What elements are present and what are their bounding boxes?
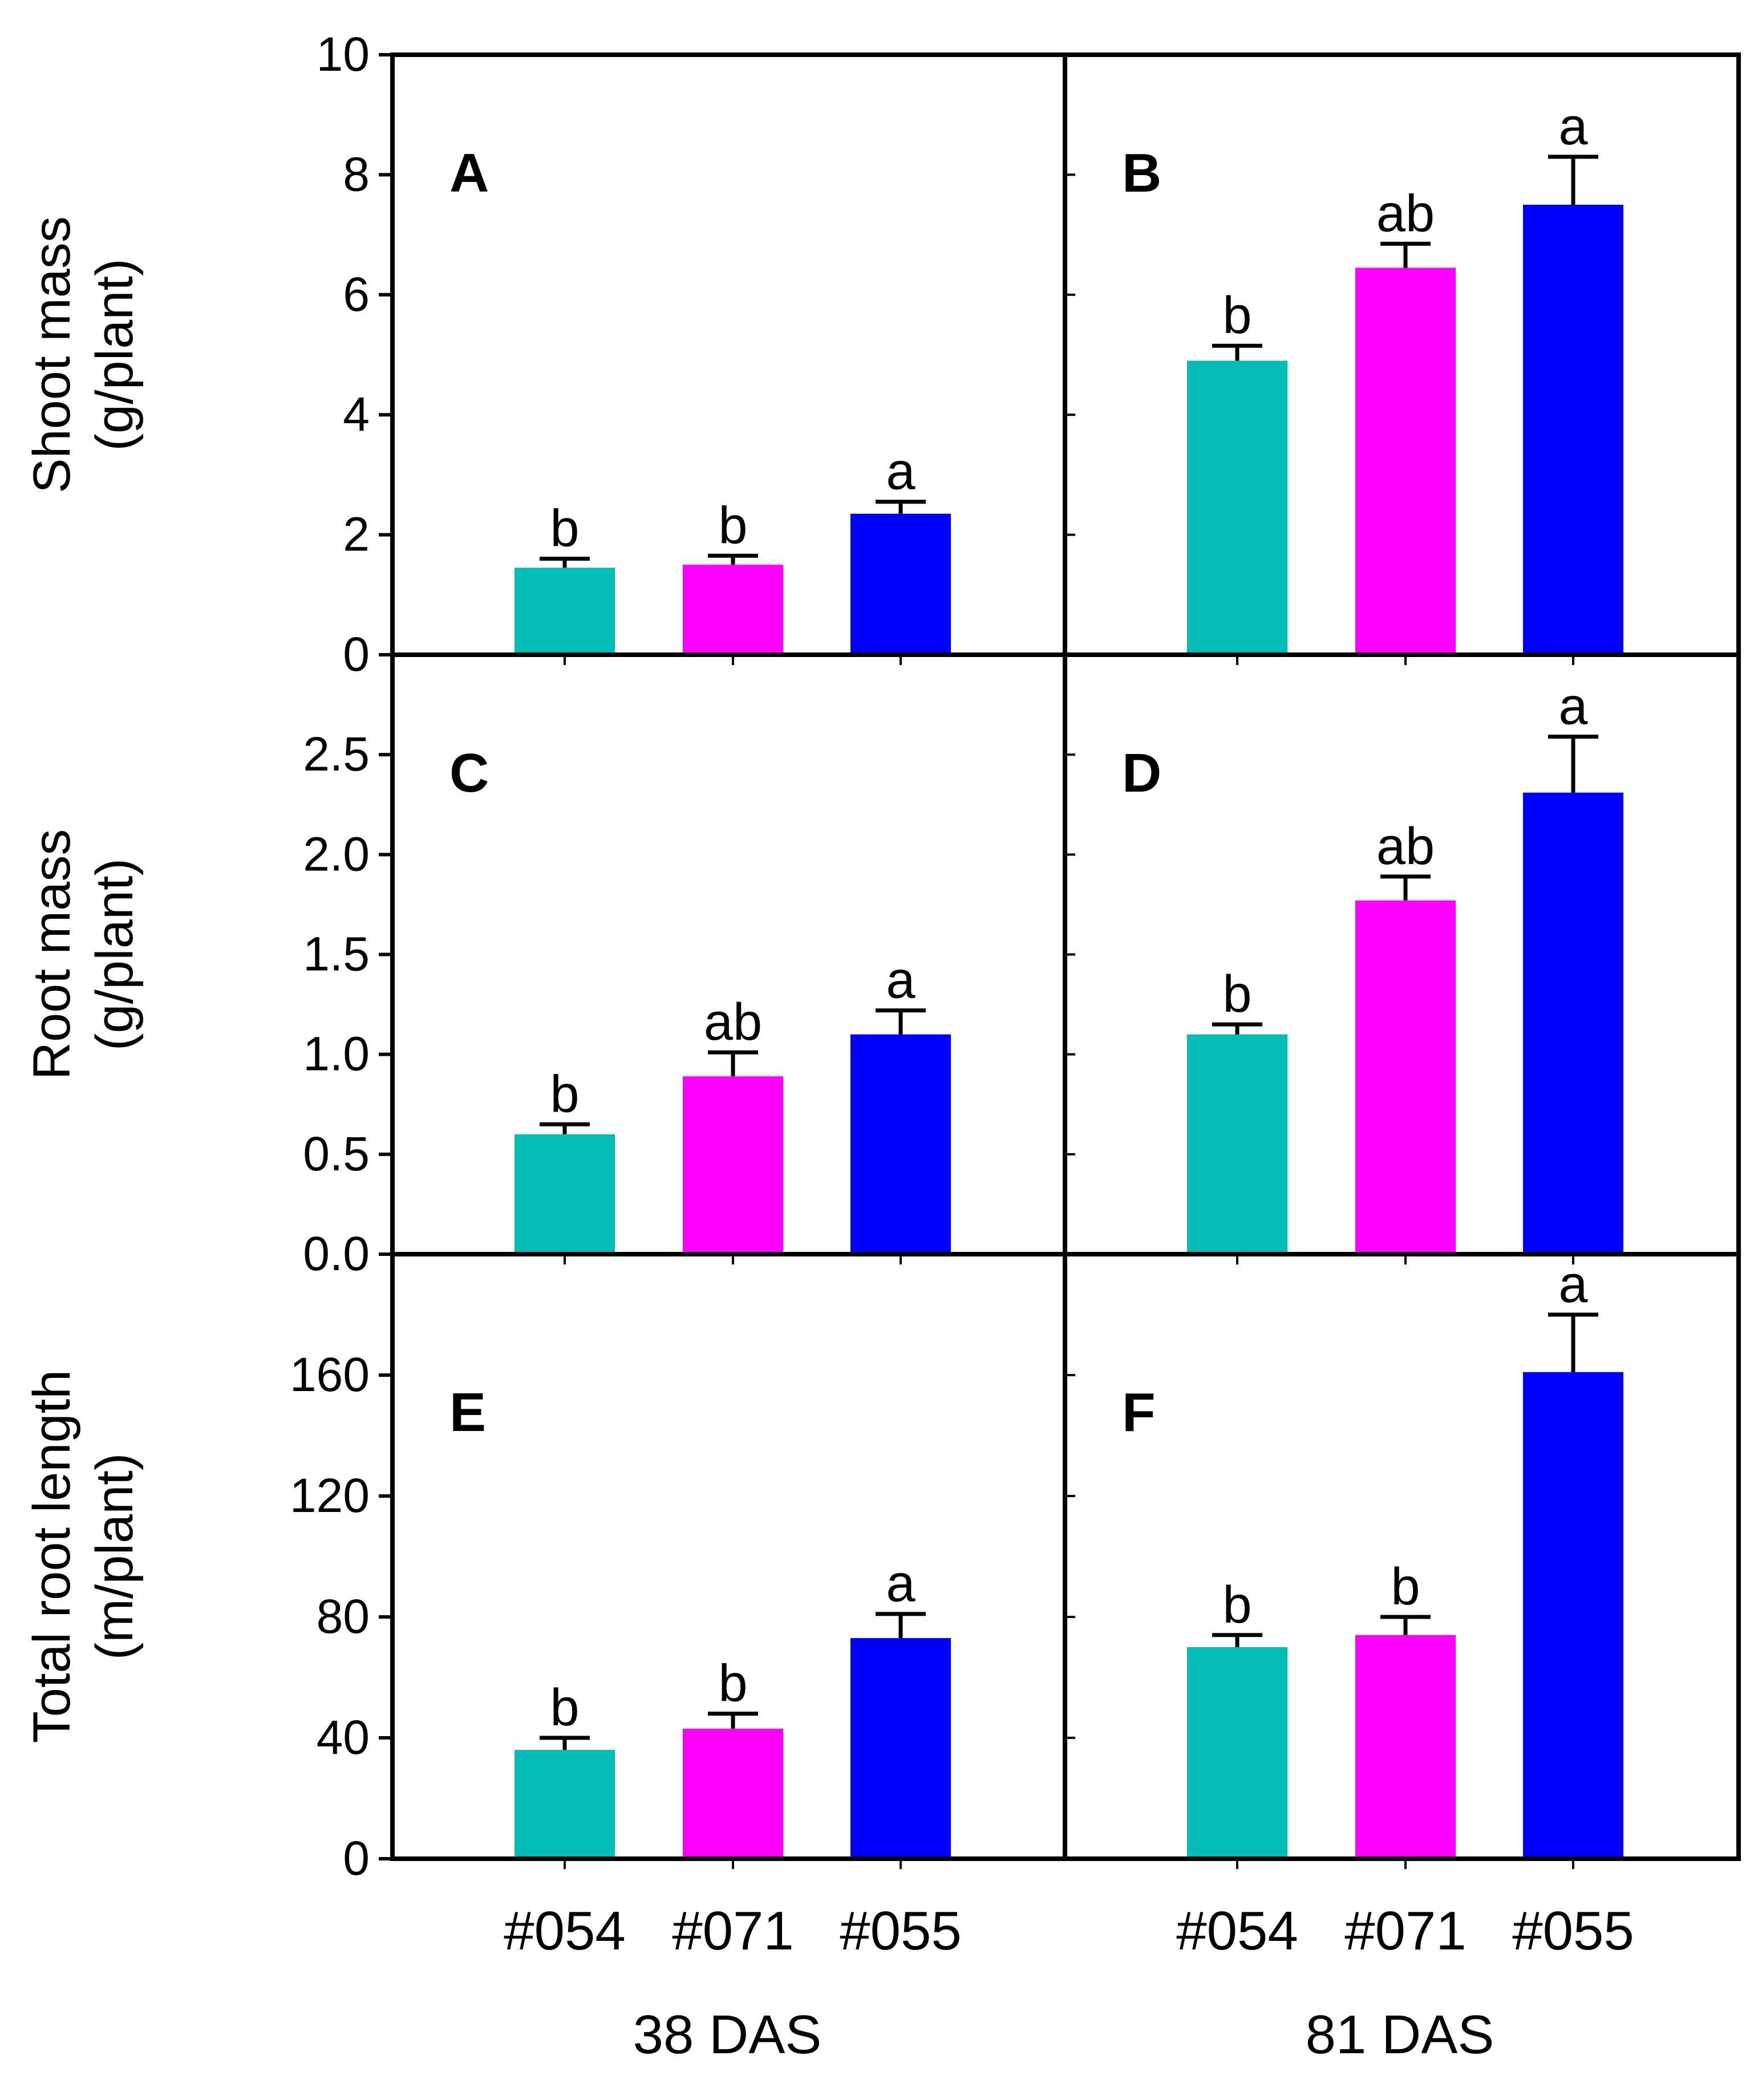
significance-letter: a	[886, 951, 916, 1010]
significance-letter: b	[550, 1679, 579, 1737]
significance-letter: b	[718, 1655, 747, 1713]
x-category-label: #054	[504, 1900, 626, 1961]
y-axis-label-line1: Root mass	[23, 829, 81, 1080]
bar-F-1	[1355, 1635, 1456, 1859]
panel-letter: B	[1122, 143, 1161, 204]
x-category-label: #054	[1176, 1900, 1298, 1961]
bar-C-2	[850, 1034, 951, 1254]
panel-E: 0 40 80 120 160 Eb b a	[290, 1348, 951, 1885]
bar-F-0	[1187, 1647, 1287, 1859]
significance-letter: b	[1222, 965, 1251, 1023]
bar-B-0	[1187, 360, 1287, 655]
significance-letter: b	[550, 1065, 579, 1123]
bar-C-1	[683, 1076, 783, 1254]
y-axis-label-line2: (m/plant)	[86, 1453, 144, 1660]
x-category-label: #071	[672, 1900, 794, 1961]
significance-letter: ab	[704, 993, 762, 1051]
panel-letter: E	[449, 1382, 486, 1443]
panel-letter: A	[449, 143, 489, 204]
significance-letter: a	[1558, 1255, 1588, 1313]
significance-letter: b	[1222, 286, 1251, 344]
y-tick-label: 4	[343, 387, 370, 441]
significance-letter: a	[886, 443, 916, 501]
panel-F: Fb b a	[1065, 1255, 1623, 1869]
y-tick-label: 1.0	[303, 1027, 370, 1081]
x-category-label: #071	[1344, 1900, 1467, 1961]
y-tick-label: 6	[343, 267, 370, 321]
y-tick-label: 1.5	[303, 927, 370, 981]
bar-A-2	[850, 513, 951, 655]
bar-D-0	[1187, 1034, 1287, 1254]
y-tick-label: 0.0	[303, 1227, 370, 1280]
y-axis-label-line1: Shoot mass	[23, 216, 81, 493]
panel-A: 0 2 4 6 8 10 Ab b a	[317, 27, 951, 681]
y-tick-label: 8	[343, 147, 370, 201]
y-tick-label: 2.5	[303, 727, 370, 781]
bar-D-1	[1355, 900, 1456, 1254]
x-group-label: 81 DAS	[1306, 2004, 1494, 2065]
y-tick-label: 2.0	[303, 827, 370, 881]
x-category-label: #055	[840, 1900, 962, 1961]
significance-letter: ab	[1376, 184, 1435, 242]
bar-E-0	[515, 1750, 615, 1859]
frame	[390, 52, 1741, 1861]
panel-D: Db ab a	[1065, 678, 1623, 1264]
panel-C: 0.0 0.5 1.0 1.5 2.0 2.5 Cb ab a	[303, 727, 951, 1280]
y-tick-label: 0.5	[303, 1127, 370, 1181]
significance-letter: ab	[1376, 817, 1435, 875]
y-tick-label: 80	[317, 1590, 370, 1643]
panel-B: Bb ab a	[1065, 54, 1623, 665]
bar-E-2	[850, 1638, 951, 1859]
bar-A-0	[515, 567, 615, 655]
y-axis-label-line2: (g/plant)	[86, 858, 144, 1051]
bar-A-1	[683, 565, 783, 655]
y-axis-labels: Shoot mass (g/plant)Root mass (g/plant)Tot…	[23, 216, 144, 1743]
significance-letter: b	[1391, 1558, 1420, 1616]
significance-letter: a	[886, 1555, 916, 1613]
significance-letter: b	[718, 496, 747, 554]
significance-letter: b	[550, 500, 579, 558]
bar-B-2	[1523, 205, 1623, 655]
significance-letter: a	[1558, 98, 1588, 156]
bar-B-1	[1355, 267, 1456, 655]
y-axis-label-line1: Total root length	[23, 1370, 81, 1744]
bar-D-2	[1523, 792, 1623, 1254]
significance-letter: a	[1558, 678, 1588, 736]
y-tick-label: 10	[317, 27, 370, 81]
panel-letter: F	[1122, 1382, 1156, 1443]
y-tick-label: 120	[290, 1469, 370, 1522]
y-tick-label: 160	[290, 1348, 370, 1401]
bar-F-2	[1523, 1372, 1623, 1859]
y-tick-label: 40	[317, 1710, 370, 1764]
bar-C-0	[515, 1134, 615, 1254]
panel-letter: C	[449, 743, 489, 804]
x-category-label: #055	[1512, 1900, 1634, 1961]
panel-letter: D	[1122, 743, 1161, 804]
significance-letter: b	[1222, 1576, 1251, 1634]
y-tick-label: 0	[343, 627, 370, 681]
y-tick-label: 0	[343, 1831, 370, 1885]
bar-E-1	[683, 1729, 783, 1859]
y-tick-label: 2	[343, 508, 370, 561]
x-group-label: 38 DAS	[633, 2004, 822, 2065]
y-axis-label-line2: (g/plant)	[86, 258, 144, 451]
